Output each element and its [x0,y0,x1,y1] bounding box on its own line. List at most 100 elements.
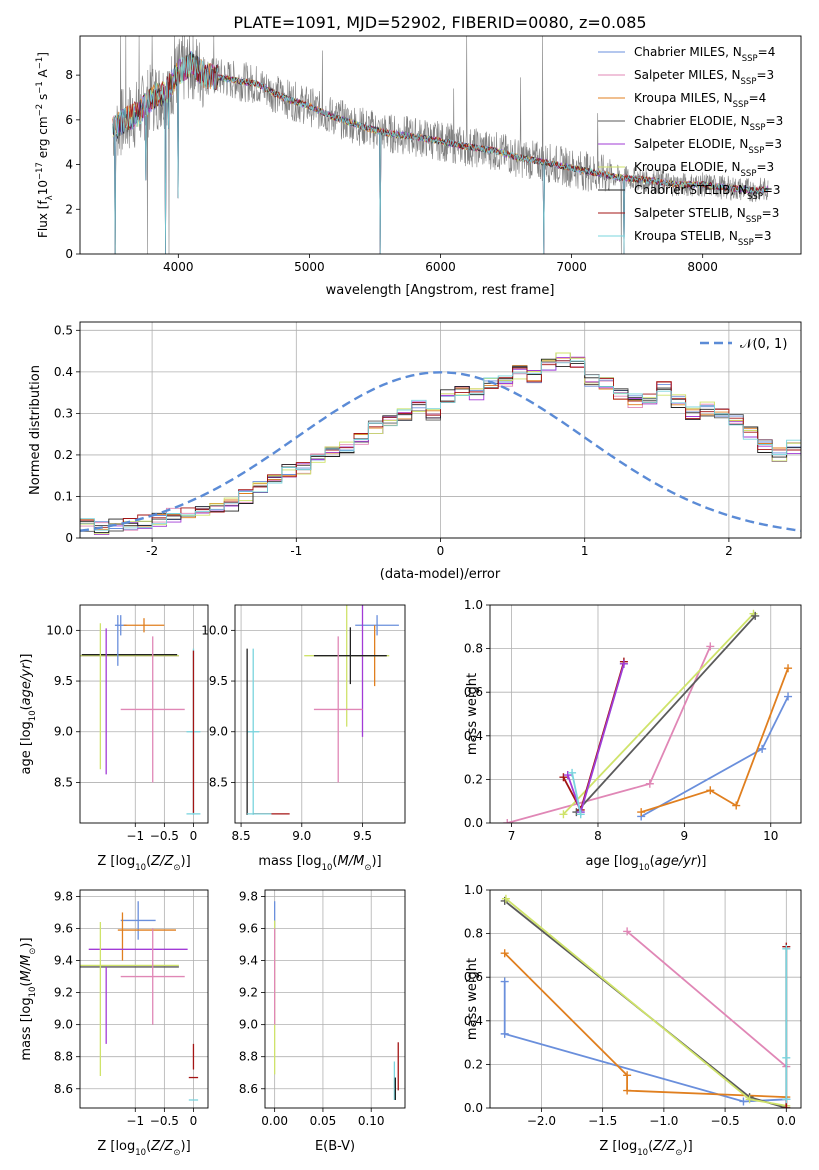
plot-area [503,609,793,823]
histogram-plot-area [80,352,801,538]
axes-frame [489,889,802,1109]
legend-entry: Salpeter STELIB, NSSP=3 [634,206,779,225]
y-tick-label: 9.4 [54,954,73,968]
weight-point-marker [784,664,793,673]
y-tick-label: 0.0 [464,816,483,830]
weight-point-marker [623,1071,632,1080]
x-axis-label: age [log10(age/yr)] [586,854,707,873]
y-tick-label: 9.6 [54,921,73,935]
weight-point-marker [706,786,715,795]
age-vs-mass-panel: 8.5 9.0 9.5 8.5 9.0 9.5 10.0 mass [log10(M/M⊙)] [201,604,406,873]
mass-vs-metallicity-panel: −1 −0.5 0 8.6 8.8 9.0 9.2 9.4 9.6 9.8 Z [log10(Z/Z… [19,889,209,1158]
x-tick-label: 0 [190,829,198,843]
weight-point-marker [576,810,585,819]
age-vs-metallicity-panel: −1 −0.5 0 8.5 9.0 9.5 10.0 Z [log10(Z/Z⊙)] age [… [19,604,209,873]
y-tick-label: 9.0 [239,1018,258,1032]
mass-vs-extinction-panel: 0.00 0.05 0.10 8.6 8.8 9.0 9.2 9.4 9.6 9.8 E(B-V) [239,889,406,1154]
axes-frame [79,604,209,824]
y-tick-label: 6 [65,113,73,127]
x-tick-label: 9.0 [292,829,311,843]
x-tick-label: 9.5 [353,829,372,843]
y-tick-label: 8.5 [209,775,228,789]
weight-point-marker [782,1095,791,1104]
plot-area [80,615,201,815]
weight-point-marker [500,977,509,986]
plot-area [274,901,399,1100]
y-tick-label: 0 [65,247,73,261]
plot-area [246,605,399,815]
y-tick-label: 9.0 [54,725,73,739]
weight-point-marker [559,810,568,819]
weight-point-marker [645,779,654,788]
y-tick-label: 9.8 [239,889,258,903]
x-tick-label: −0.5 [150,829,179,843]
weight-point-marker [782,1053,791,1062]
x-tick-label: 6000 [425,260,456,274]
weight-series-line [640,667,789,813]
weight-point-marker [623,927,632,936]
residual-histogram-step [80,360,801,538]
residual-histogram-panel: -2 -1 0 1 2 0 0.1 0.2 0.3 0.4 0.5 (data-model)/erro… [28,321,802,582]
y-tick-label: 0.0 [464,1101,483,1115]
weight-point-marker [745,1095,754,1104]
y-tick-label: 0.2 [464,1057,483,1071]
y-tick-label: 4 [65,158,73,172]
x-tick-label: −2.0 [527,1114,556,1128]
y-tick-label: 9.0 [209,725,228,739]
plot-area [500,894,791,1108]
weight-series-line [575,615,756,813]
x-axis-label: Z [log10(Z/Z⊙)] [97,854,190,873]
y-tick-label: 1.0 [464,883,483,897]
x-tick-label: 4000 [163,260,194,274]
y-tick-label: 0.4 [464,1014,483,1028]
weight-series-line [626,930,787,1068]
model-spectrum-line [112,50,769,254]
y-tick-label: 9.6 [239,921,258,935]
x-tick-label: 7 [508,829,516,843]
x-tick-label: −1 [126,1114,144,1128]
weight-series-line [503,981,787,1103]
weight-point-marker [784,692,793,701]
x-tick-label: 7000 [556,260,587,274]
legend-entry: Salpeter MILES, NSSP=3 [634,68,774,87]
y-tick-label: 0.8 [464,927,483,941]
y-tick-label: 0.4 [464,729,483,743]
y-tick-label: 8.6 [54,1082,73,1096]
legend-entry: Chabrier ELODIE, NSSP=3 [634,114,783,133]
legend-entry: Salpeter ELODIE, NSSP=3 [634,137,782,156]
weight-point-marker [751,611,760,620]
legend-entry: Chabrier STELIB, NSSP=3 [634,183,781,202]
x-axis-label: Z [log10(Z/Z⊙)] [599,1139,692,1158]
y-tick-label: 0.6 [464,685,483,699]
x-tick-label: 1 [581,544,589,558]
weight-point-marker [739,1097,748,1106]
x-tick-label: -1 [290,544,302,558]
x-tick-label: 8.5 [232,829,251,843]
y-axis-label: age [log10(age/yr)] [19,654,38,775]
x-tick-label: -2 [146,544,158,558]
y-tick-label: 8.6 [239,1082,258,1096]
axes-frame [264,889,406,1109]
x-tick-label: 8000 [687,260,718,274]
residual-histogram-step [80,357,801,538]
y-tick-label: 0.2 [464,772,483,786]
axes-frame [234,604,406,824]
weight-point-marker [501,894,510,903]
legend-entry: Chabrier MILES, NSSP=4 [634,45,775,64]
legend-entry: Kroupa ELODIE, NSSP=3 [634,160,774,179]
y-axis-label: Flux [fλ10−17 erg cm−2 s−1 A−1] [35,52,55,238]
weight-point-marker [732,801,741,810]
y-tick-label: 8 [65,68,73,82]
x-tick-label: 0 [437,544,445,558]
weight-point-marker [563,771,572,780]
weight-point-marker [637,808,646,817]
y-axis-label: Normed distribution [28,365,43,495]
x-tick-label: 2 [725,544,733,558]
y-tick-label: 0.1 [54,489,73,503]
weight-vs-age-panel: 7 8 9 10 0.0 0.2 0.4 0.6 0.8 1.0 age [log10(age/yr… [464,598,802,873]
x-tick-label: −1 [126,829,144,843]
x-tick-label: 10 [763,829,778,843]
plot-area [80,901,199,1101]
y-tick-label: 8.8 [54,1050,73,1064]
